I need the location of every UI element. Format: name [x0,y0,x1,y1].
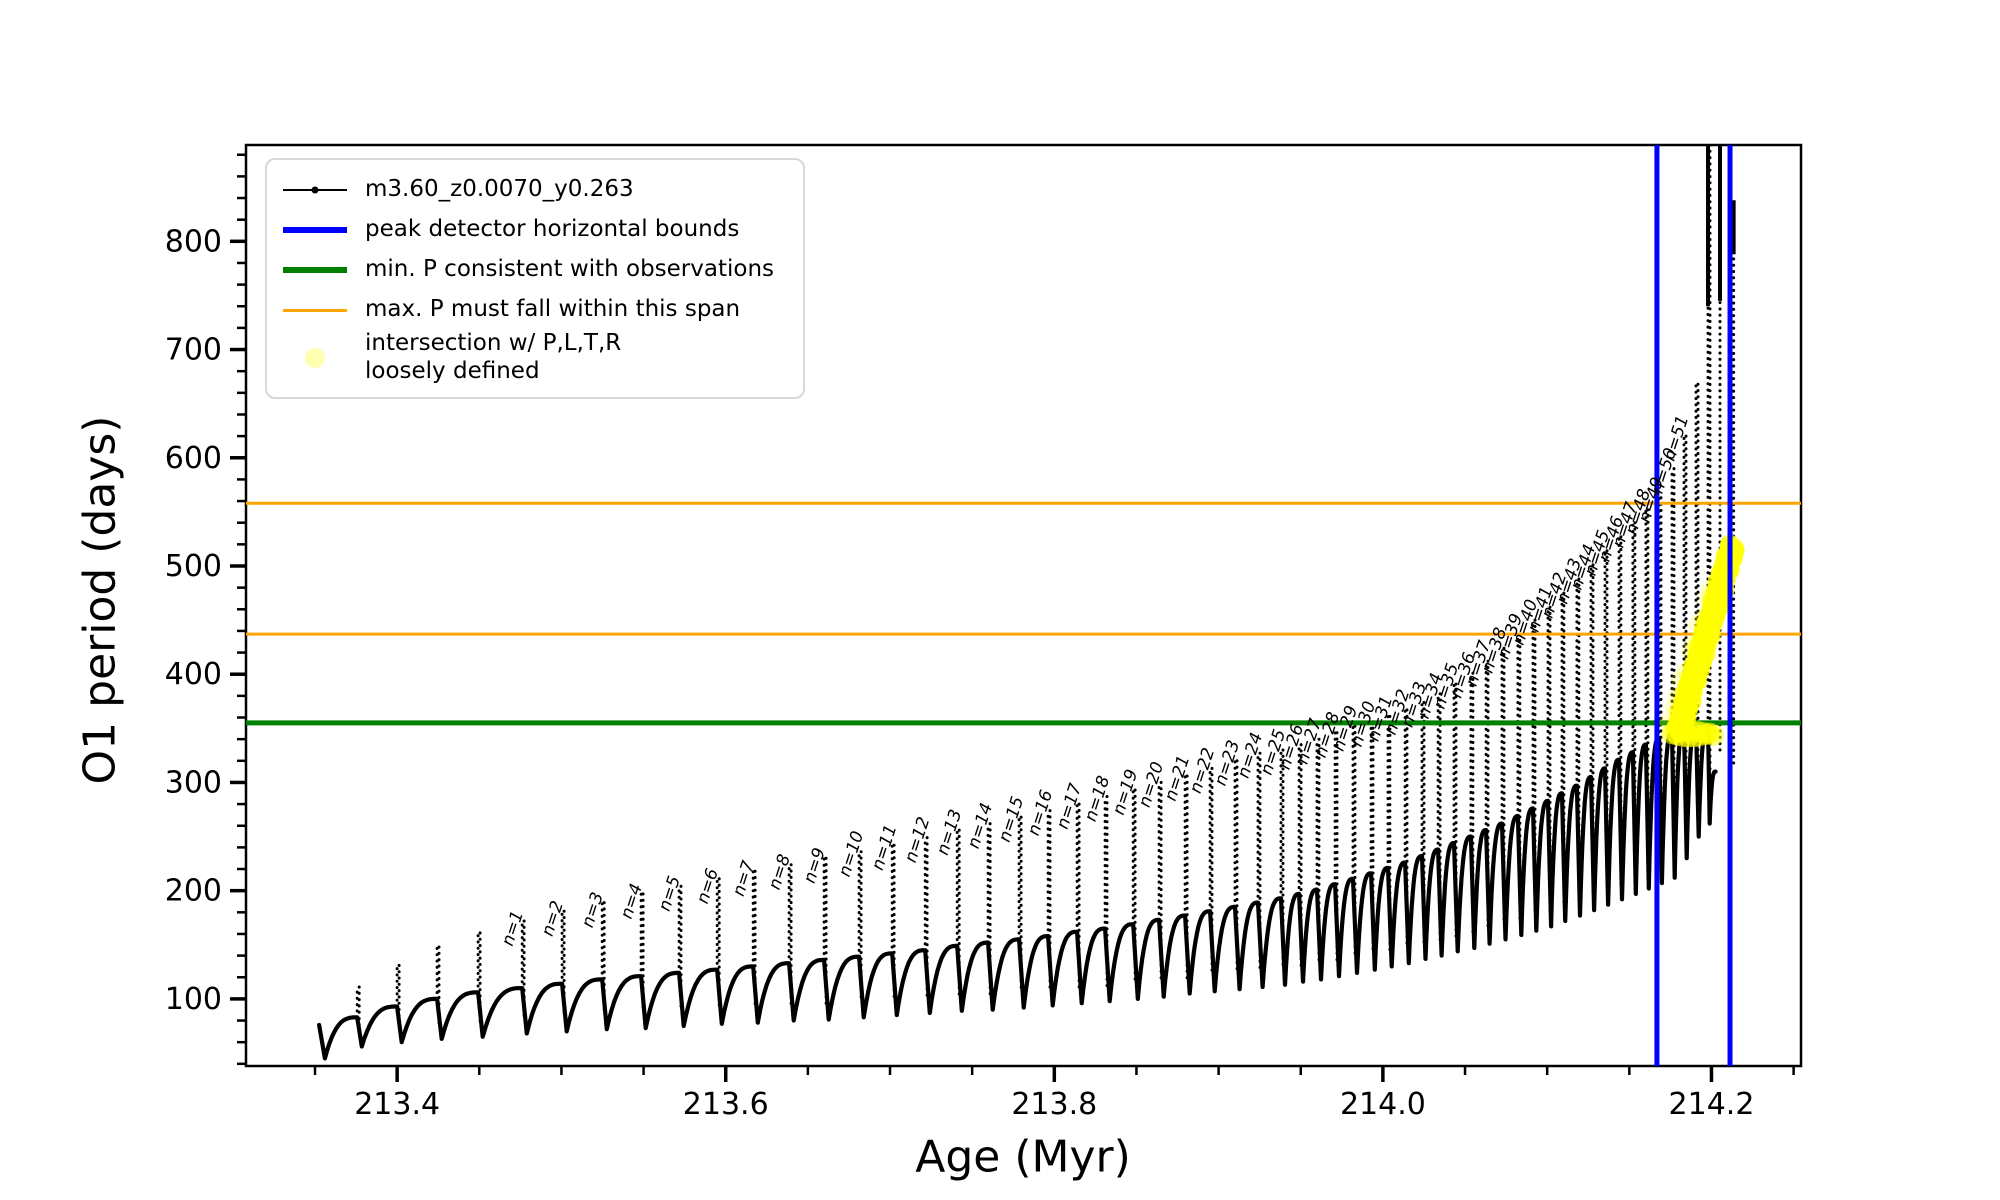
series-envelope [317,721,1718,1061]
legend-item-max-P-span: max. P must fall within this span [283,290,787,330]
legend-item-intersection: intersection w/ P,L,T,R loosely defined [283,330,787,385]
spike-label: n=11 [868,822,901,873]
spike-label: n=18 [1081,773,1114,824]
x-tick-label: 214.0 [1340,1087,1426,1122]
series-line-marker-icon [283,175,347,205]
y-tick-label: 400 [165,657,222,692]
x-axis-title: Age (Myr) [915,1131,1131,1183]
series-spikes [355,145,1712,1033]
spike-labels: n=1 n=2 n=3 n=4 n=5 n=6 n=7 n=8 n=9 n=10 n=11 n=12n… [498,413,1693,948]
legend-label: min. P consistent with observations [365,256,775,283]
green-line-icon [283,255,347,285]
spike-label: n=12 [901,815,934,866]
spike-label: n=14 [964,801,997,852]
legend-label: max. P must fall within this span [365,296,741,323]
y-tick-label: 600 [165,441,222,476]
intersection-scatter [1659,534,1745,748]
y-tick-label: 700 [165,333,222,368]
legend: m3.60_z0.0070_y0.263 peak detector horiz… [265,158,805,400]
spike-label: n=10 [835,829,868,880]
spike-label: n=15 [995,794,1028,845]
plot-content: n=1 n=2 n=3 n=4 n=5 n=6 n=7 n=8 n=9 n=10 n=11 n=12n… [246,145,1801,1066]
y-tick-label: 500 [165,549,222,584]
x-tick-label: 214.2 [1669,1087,1755,1122]
blue-line-icon [283,215,347,245]
spike-label: n=17 [1053,781,1086,832]
yellow-scatter-point [1724,541,1745,562]
axis-ticks [230,153,1795,1082]
plot-frame [244,143,1803,1068]
y-tick-label: 100 [165,982,222,1017]
x-tick-label: 213.8 [1011,1087,1097,1122]
spike-label: n=51 [1660,413,1693,464]
yellow-scatter-point [1702,724,1724,746]
spike-label: n=20 [1135,759,1168,810]
legend-label: intersection w/ P,L,T,R loosely defined [365,330,622,384]
orange-line-icon [283,295,347,325]
legend-item-min-P: min. P consistent with observations [283,250,787,290]
spike-label: n=19 [1109,767,1142,818]
y-tick-label: 300 [165,765,222,800]
y-axis-title: O1 period (days) [74,415,126,785]
yellow-marker-icon [283,343,347,373]
legend-item-series: m3.60_z0.0070_y0.263 [283,170,787,210]
axis-tick-labels: 213.4 213.6 213.8 214.0 214.2 100 200 300 400 500… [165,224,1755,1122]
y-tick-label: 200 [165,874,222,909]
spike-label: n=13 [933,807,966,858]
legend-label: m3.60_z0.0070_y0.263 [365,176,634,203]
spike-label: n=16 [1024,787,1057,838]
legend-label: peak detector horizontal bounds [365,216,740,243]
x-tick-label: 213.6 [683,1087,769,1122]
legend-item-peak-bounds: peak detector horizontal bounds [283,210,787,250]
x-tick-label: 213.4 [354,1087,440,1122]
y-tick-label: 800 [165,224,222,259]
